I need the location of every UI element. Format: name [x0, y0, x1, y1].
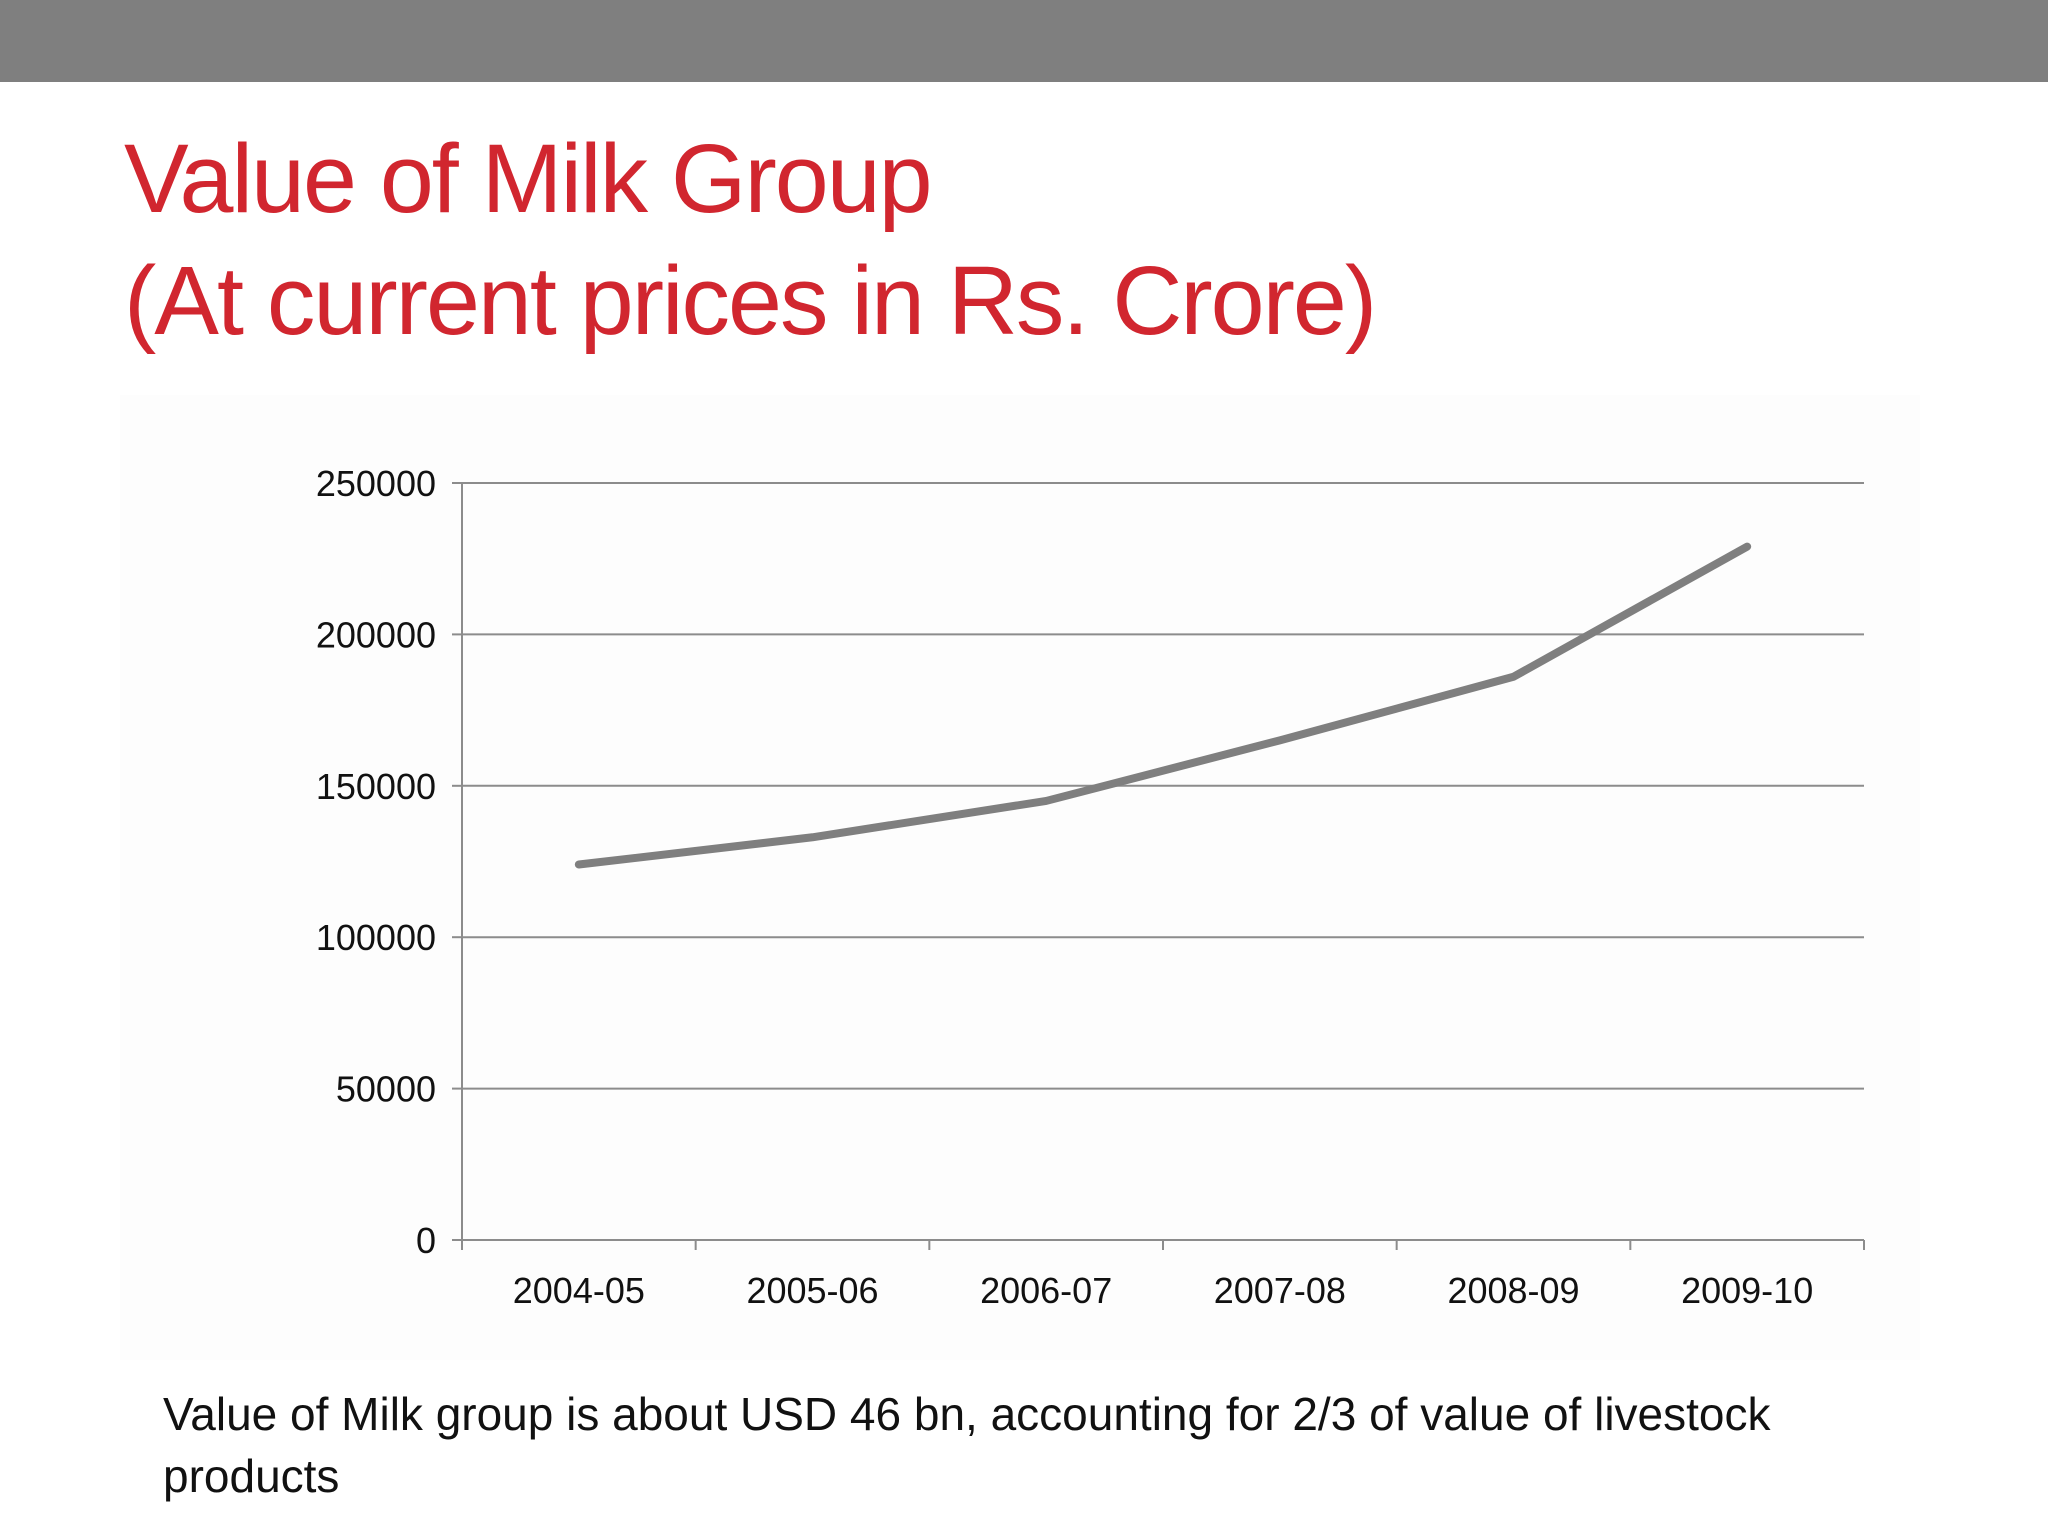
- y-tick-label: 50000: [336, 1069, 436, 1110]
- series-line: [574, 542, 1752, 869]
- x-tick-label: 2005-06: [746, 1270, 878, 1311]
- slide-title-line-2: (At current prices in Rs. Crore): [124, 246, 1377, 355]
- x-tick-label: 2008-09: [1447, 1270, 1579, 1311]
- x-tick-label: 2007-08: [1214, 1270, 1346, 1311]
- y-tick-label: 0: [416, 1220, 436, 1261]
- chart-area: 0 50000 100000 150000 200000 250000 2004-05 20…: [120, 395, 1920, 1360]
- top-bar: [0, 0, 2048, 82]
- x-tick-label: 2006-07: [980, 1270, 1112, 1311]
- slide-title: Value of Milk Group (At current prices i…: [124, 118, 1924, 362]
- x-tick-label: 2004-05: [513, 1270, 645, 1311]
- slide-caption: Value of Milk group is about USD 46 bn, …: [163, 1388, 1771, 1502]
- y-tick-label: 200000: [316, 614, 436, 655]
- data-point: [1279, 739, 1281, 741]
- x-tick-labels: 2004-05 2005-06 2006-07 2007-08 2008-09 2009-…: [513, 1270, 1813, 1311]
- data-point: [1513, 676, 1514, 678]
- y-tick-label: 150000: [316, 766, 436, 807]
- y-tick-label: 100000: [316, 917, 436, 958]
- slide-title-line-1: Value of Milk Group: [124, 124, 933, 233]
- x-tick-label: 2009-10: [1681, 1270, 1813, 1311]
- data-point: [1045, 800, 1047, 802]
- axes: [452, 482, 1865, 1250]
- data-point: [812, 836, 813, 838]
- series: [574, 542, 1752, 869]
- data-point: [1746, 546, 1748, 548]
- y-tick-label: 250000: [316, 463, 436, 504]
- data-point: [578, 864, 580, 866]
- gridlines: [462, 482, 1864, 1090]
- y-tick-labels: 0 50000 100000 150000 200000 250000: [316, 463, 436, 1261]
